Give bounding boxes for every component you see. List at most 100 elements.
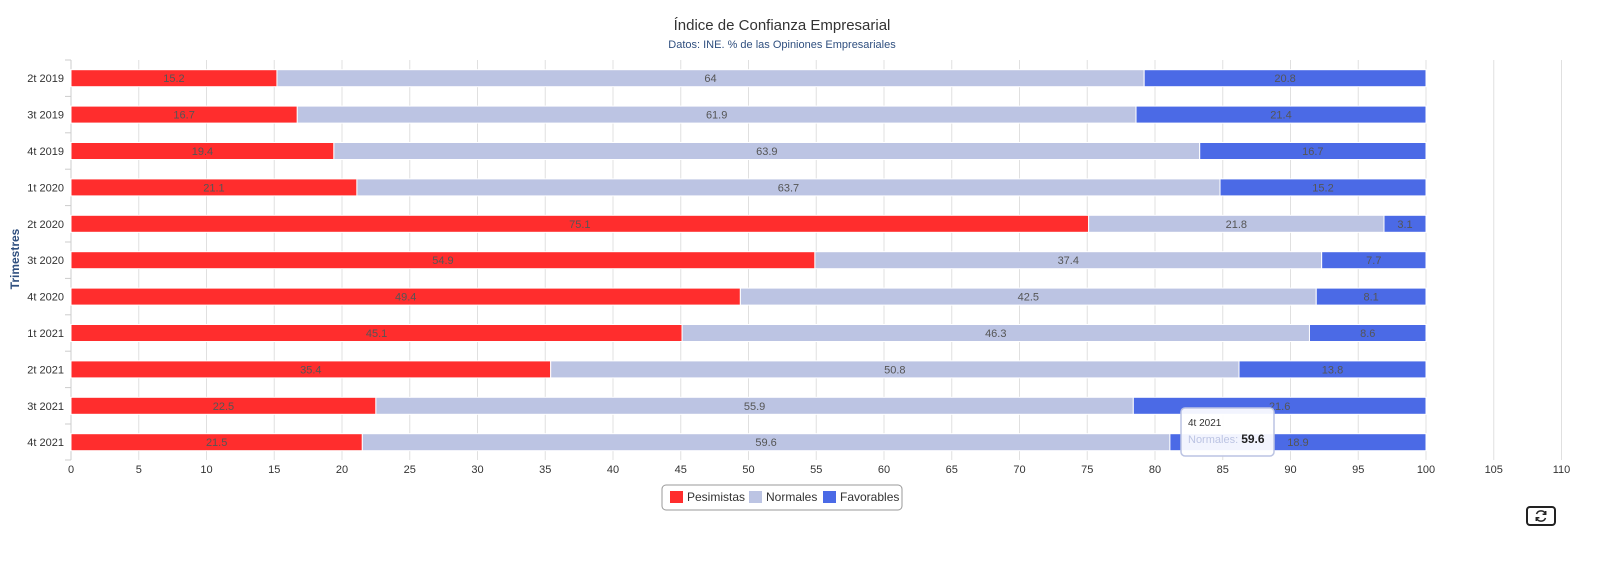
data-label: 21.6 xyxy=(1269,401,1290,413)
x-tick-label: 15 xyxy=(268,464,280,476)
bar-favorables[interactable] xyxy=(1383,214,1427,233)
x-tick-label: 105 xyxy=(1485,464,1503,476)
legend-box xyxy=(661,484,903,511)
data-label: 22.5 xyxy=(213,401,234,413)
x-tick-label: 5 xyxy=(136,464,142,476)
x-tick-label: 80 xyxy=(1149,464,1161,476)
y-category-label: 3t 2019 xyxy=(27,110,64,122)
y-category-label: 1t 2021 xyxy=(27,328,64,340)
x-axis-labels: 0 5 10 15 20 25 30 35 40 45 50 55 60 65 70 75 80 85 90 95 10… xyxy=(68,464,1570,476)
legend-swatch-pesimistas xyxy=(670,491,683,503)
bar-favorables[interactable] xyxy=(1143,69,1427,88)
y-category-label: 4t 2021 xyxy=(27,437,64,449)
y-category-label: 4t 2020 xyxy=(27,292,64,304)
data-label: 16.7 xyxy=(1302,146,1323,158)
bar-favorables[interactable] xyxy=(1238,360,1427,379)
data-label: 21.4 xyxy=(1270,110,1291,122)
x-tick-label: 85 xyxy=(1217,464,1229,476)
y-category-label: 2t 2019 xyxy=(27,73,64,85)
data-label: 45.1 xyxy=(366,328,387,340)
data-label: 64 xyxy=(704,73,716,85)
tooltip-line: Normales: 59.6 xyxy=(1188,432,1265,446)
x-tick-label: 60 xyxy=(878,464,890,476)
data-label: 20.8 xyxy=(1274,73,1295,85)
tooltip-value: 59.6 xyxy=(1241,432,1265,446)
tooltip: 4t 2021 Normales: 59.6 xyxy=(1180,407,1275,457)
x-tick-label: 95 xyxy=(1352,464,1364,476)
refresh-icon xyxy=(1535,510,1547,522)
data-label: 21.1 xyxy=(203,182,224,194)
x-tick-label: 20 xyxy=(336,464,348,476)
data-label: 63.7 xyxy=(778,182,799,194)
legend-swatch-favorables xyxy=(823,491,836,503)
data-label: 54.9 xyxy=(432,255,453,267)
data-label: 46.3 xyxy=(985,328,1006,340)
legend-swatch-normales xyxy=(749,491,762,503)
data-label: 7.7 xyxy=(1366,255,1381,267)
y-category-label: 2t 2021 xyxy=(27,364,64,376)
data-label: 21.8 xyxy=(1226,219,1247,231)
data-label: 42.5 xyxy=(1018,292,1039,304)
y-category-label: 4t 2019 xyxy=(27,146,64,158)
data-label: 15.2 xyxy=(163,73,184,85)
bar-favorables[interactable] xyxy=(1199,142,1427,160)
chart-subtitle: Datos: INE. % de las Opiniones Empresari… xyxy=(668,39,896,51)
bar-favorables[interactable] xyxy=(1321,251,1427,270)
data-label: 49.4 xyxy=(395,292,416,304)
y-category-label: 1t 2020 xyxy=(27,182,64,194)
x-tick-label: 90 xyxy=(1284,464,1296,476)
data-label: 15.2 xyxy=(1312,182,1333,194)
data-label: 35.4 xyxy=(300,364,321,376)
legend-label-normales: Normales xyxy=(766,490,817,504)
bar-favorables[interactable] xyxy=(1219,178,1427,197)
bar-favorables[interactable] xyxy=(1135,105,1427,124)
x-tick-label: 0 xyxy=(68,464,74,476)
x-tick-label: 10 xyxy=(200,464,212,476)
tooltip-box xyxy=(1180,407,1275,457)
y-axis-labels: 2t 2019 3t 2019 4t 2019 1t 2020 2t 2020 3t 20… xyxy=(27,73,64,449)
data-label: 8.6 xyxy=(1360,328,1375,340)
data-label: 16.7 xyxy=(173,110,194,122)
data-label: 63.9 xyxy=(756,146,777,158)
data-label: 59.6 xyxy=(755,437,776,449)
x-tick-label: 45 xyxy=(675,464,687,476)
y-category-label: 2t 2020 xyxy=(27,219,64,231)
legend: Pesimistas Normales Favorables xyxy=(661,484,903,511)
legend-label-pesimistas: Pesimistas xyxy=(687,490,745,504)
tooltip-series-name: Normales xyxy=(1188,434,1236,446)
x-tick-label: 110 xyxy=(1553,464,1571,476)
data-label: 18.9 xyxy=(1287,437,1308,449)
reset-zoom-button[interactable] xyxy=(1526,506,1556,526)
x-tick-label: 65 xyxy=(946,464,958,476)
data-label: 37.4 xyxy=(1058,255,1079,267)
data-label: 13.8 xyxy=(1322,364,1343,376)
data-label: 8.1 xyxy=(1363,292,1378,304)
legend-item-normales[interactable]: Normales xyxy=(749,490,817,504)
y-category-label: 3t 2021 xyxy=(27,401,64,413)
data-label: 55.9 xyxy=(744,401,765,413)
x-tick-label: 40 xyxy=(607,464,619,476)
data-labels: 15.2 64 20.8 16.7 61.9 21.4 19.4 63.9 16.7 21.1 63… xyxy=(163,73,1412,449)
y-axis-title: Trimestres xyxy=(8,228,22,289)
legend-item-favorables[interactable]: Favorables xyxy=(823,490,899,504)
x-tick-label: 75 xyxy=(1081,464,1093,476)
x-tick-label: 55 xyxy=(810,464,822,476)
x-tick-label: 70 xyxy=(1013,464,1025,476)
data-label: 50.8 xyxy=(884,364,905,376)
x-tick-label: 25 xyxy=(404,464,416,476)
y-category-label: 3t 2020 xyxy=(27,255,64,267)
bar-favorables[interactable] xyxy=(1308,324,1427,342)
chart-title: Índice de Confianza Empresarial xyxy=(674,17,891,34)
x-tick-label: 100 xyxy=(1417,464,1435,476)
data-label: 75.1 xyxy=(569,219,590,231)
x-tick-label: 50 xyxy=(742,464,754,476)
data-label: 61.9 xyxy=(706,110,727,122)
data-label: 19.4 xyxy=(192,146,213,158)
legend-item-pesimistas[interactable]: Pesimistas xyxy=(670,490,745,504)
data-label: 21.5 xyxy=(206,437,227,449)
bar-favorables[interactable] xyxy=(1315,287,1427,306)
x-tick-label: 35 xyxy=(539,464,551,476)
legend-label-favorables: Favorables xyxy=(840,490,899,504)
x-tick-label: 30 xyxy=(471,464,483,476)
data-label: 3.1 xyxy=(1397,219,1412,231)
